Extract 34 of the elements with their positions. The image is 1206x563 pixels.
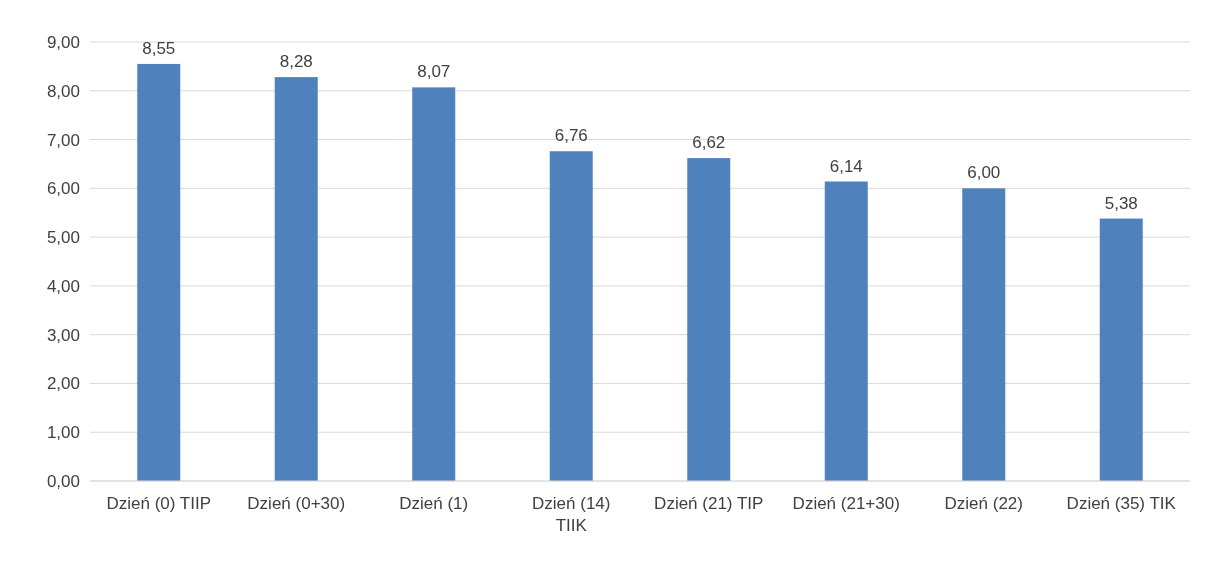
y-tick-label: 4,00: [46, 276, 80, 296]
data-label: 6,14: [829, 156, 863, 176]
y-tick-label: 2,00: [46, 374, 80, 394]
bar: [1099, 218, 1143, 481]
data-label: 5,38: [1104, 193, 1138, 213]
data-label: 6,00: [967, 163, 1001, 183]
bar: [687, 158, 731, 481]
data-label: 6,76: [554, 126, 588, 146]
y-tick-label: 8,00: [46, 81, 80, 101]
bar: [824, 181, 868, 481]
data-label: 8,28: [279, 52, 313, 72]
y-tick-label: 9,00: [46, 32, 80, 52]
y-tick-label: 1,00: [46, 423, 80, 443]
bar: [549, 151, 593, 481]
bar: [962, 188, 1006, 481]
y-tick-label: 0,00: [46, 471, 80, 491]
x-tick-label: Dzień (0) TIIP: [106, 494, 212, 513]
x-tick-label: Dzień (1): [399, 494, 469, 513]
bar: [412, 87, 456, 481]
y-tick-label: 5,00: [46, 228, 80, 248]
data-label: 8,55: [142, 38, 176, 58]
x-tick-label: Dzień (14) TIIK: [532, 494, 611, 535]
y-tick-label: 3,00: [46, 325, 80, 345]
y-tick-label: 7,00: [46, 130, 80, 150]
data-label: 8,07: [417, 62, 451, 82]
bar: [137, 63, 181, 481]
bar: [274, 77, 318, 481]
x-tick-label: Dzień (35) TIK: [1066, 494, 1177, 513]
data-label: 6,62: [692, 133, 726, 153]
y-tick-label: 6,00: [46, 179, 80, 199]
x-tick-label: Dzień (21+30): [792, 494, 900, 513]
x-tick-label: Dzień (21) TIP: [654, 494, 764, 513]
x-tick-label: Dzień (22): [944, 494, 1023, 513]
x-tick-label: Dzień (0+30): [247, 494, 346, 513]
